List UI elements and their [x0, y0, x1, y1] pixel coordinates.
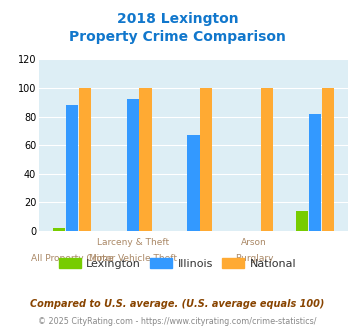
Text: All Property Crime: All Property Crime [31, 254, 113, 263]
Bar [200, 88, 212, 231]
Text: 2018 Lexington: 2018 Lexington [117, 12, 238, 25]
Bar [261, 88, 273, 231]
Bar [78, 88, 91, 231]
Text: Larceny & Theft: Larceny & Theft [97, 238, 169, 247]
Bar [127, 99, 139, 231]
Text: Arson: Arson [241, 238, 267, 247]
Bar [140, 88, 152, 231]
Bar [187, 135, 200, 231]
Text: Property Crime Comparison: Property Crime Comparison [69, 30, 286, 44]
Bar [296, 211, 308, 231]
Text: Motor Vehicle Theft: Motor Vehicle Theft [89, 254, 177, 263]
Bar [53, 228, 65, 231]
Bar [309, 114, 321, 231]
Bar [66, 105, 78, 231]
Text: Compared to U.S. average. (U.S. average equals 100): Compared to U.S. average. (U.S. average … [30, 299, 325, 309]
Bar [322, 88, 334, 231]
Text: © 2025 CityRating.com - https://www.cityrating.com/crime-statistics/: © 2025 CityRating.com - https://www.city… [38, 317, 317, 326]
Text: Burglary: Burglary [235, 254, 273, 263]
Legend: Lexington, Illinois, National: Lexington, Illinois, National [54, 253, 301, 273]
